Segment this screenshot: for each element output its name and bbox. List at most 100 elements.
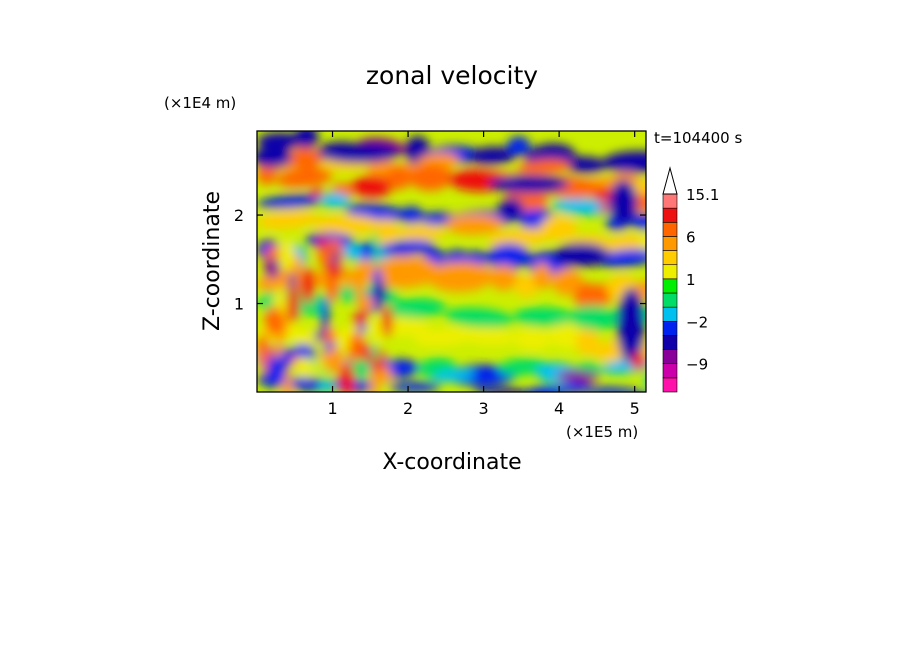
field-patch <box>616 287 645 364</box>
field-patch <box>598 203 611 212</box>
x-tick-label: 2 <box>403 399 413 418</box>
colorbar-swatch <box>662 207 678 223</box>
field-patch <box>316 358 325 373</box>
field-patch <box>399 206 424 224</box>
field-patch <box>373 218 399 245</box>
colorbar-swatch <box>662 250 678 266</box>
field-patch <box>370 256 440 288</box>
field-patch <box>374 282 387 305</box>
colorbar-swatch <box>662 320 678 336</box>
x-tick-label: 3 <box>479 399 489 418</box>
field-patch <box>444 249 469 266</box>
x-tick-label: 1 <box>327 399 337 418</box>
colorbar-swatch <box>662 377 678 393</box>
field-patch <box>323 327 337 344</box>
heatmap-plot-area <box>256 130 647 393</box>
field-patch <box>473 387 544 392</box>
colorbar-tick-label: 15.1 <box>686 186 719 204</box>
field-patch <box>498 358 548 376</box>
field-patch <box>630 353 646 370</box>
field-patch <box>553 242 610 267</box>
field-patch <box>257 210 318 230</box>
field-patch <box>551 268 584 296</box>
field-patch <box>257 164 277 185</box>
field-patch <box>294 357 315 378</box>
y-unit-label: (×1E4 m) <box>164 94 236 112</box>
colorbar-tick-label: 1 <box>686 271 696 289</box>
field-patch <box>462 327 516 346</box>
field-patch <box>290 329 323 347</box>
colorbar-swatch <box>662 292 678 308</box>
x-tick-label: 5 <box>630 399 640 418</box>
field-patch <box>563 156 607 174</box>
field-patch <box>352 358 370 379</box>
colorbar-swatch <box>662 221 678 237</box>
field-patch <box>487 243 531 270</box>
field-patch <box>359 241 375 260</box>
field-patch <box>630 179 646 196</box>
field-patch <box>325 347 345 374</box>
field-patch <box>339 362 356 392</box>
field-patch <box>268 356 286 388</box>
chart-title: zonal velocity <box>366 61 538 90</box>
field-patch <box>372 230 379 267</box>
x-tick-label: 4 <box>554 399 564 418</box>
x-axis-label: X-coordinate <box>382 450 521 475</box>
field-patch <box>351 313 366 326</box>
field-patch <box>444 214 504 235</box>
field-patch <box>609 179 638 224</box>
field-patch <box>318 379 335 392</box>
field-patch <box>639 231 646 253</box>
field-patch <box>373 330 383 346</box>
x-axis: 1 2 3 4 5 <box>327 131 640 418</box>
field-patch <box>523 385 567 392</box>
field-patch <box>488 175 569 194</box>
field-patch <box>513 327 551 351</box>
field-patch <box>379 239 435 256</box>
colorbar-swatch <box>662 278 678 294</box>
field-patch <box>319 192 351 208</box>
field-patch <box>517 159 571 175</box>
field-patch <box>257 132 302 151</box>
plot-frame <box>256 130 647 393</box>
field-patch <box>360 296 375 311</box>
field-patch <box>489 264 518 291</box>
field-patch <box>264 306 284 337</box>
field-patch <box>468 146 517 165</box>
field-patch <box>569 305 618 331</box>
field-patch <box>444 307 514 328</box>
field-patch <box>381 305 393 338</box>
field-patch <box>532 262 552 290</box>
field-patch <box>326 275 340 302</box>
field-patch <box>556 370 601 383</box>
colorbar: 15.1 6 1 −2 −9 <box>662 166 719 393</box>
field-patch <box>507 136 531 156</box>
field-patch <box>602 150 646 174</box>
field-patch <box>276 168 333 188</box>
field-patch <box>372 345 379 363</box>
colorbar-tick-label: 6 <box>686 228 696 246</box>
field-patch <box>362 342 371 364</box>
field-patch <box>514 274 539 298</box>
y-axis-label: Z-coordinate <box>200 191 225 331</box>
x-unit-label: (×1E5 m) <box>566 423 638 441</box>
field-patch <box>513 307 573 327</box>
colorbar-swatch <box>662 335 678 350</box>
colorbar-tick-label: −2 <box>686 313 708 331</box>
colorbar-swatch <box>662 363 678 379</box>
field-patch <box>312 214 383 234</box>
field-patch <box>311 187 324 198</box>
field-patch <box>551 198 618 216</box>
time-label: t=104400 s <box>654 129 742 147</box>
field-patch <box>351 175 394 198</box>
field-patch <box>320 297 330 332</box>
field-patch <box>264 258 281 279</box>
field-patch <box>385 166 412 190</box>
field-patch <box>498 197 524 220</box>
y-axis: 12 <box>234 206 646 314</box>
field-patch <box>394 224 447 241</box>
field-patch <box>288 147 322 170</box>
field-patch <box>257 147 293 168</box>
field-patch <box>408 164 452 191</box>
